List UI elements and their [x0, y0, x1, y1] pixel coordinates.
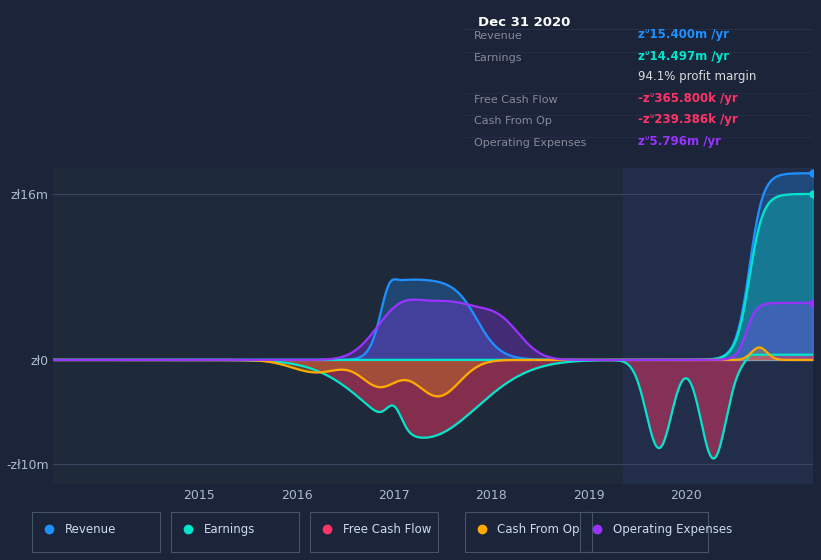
- Text: Operating Expenses: Operating Expenses: [475, 138, 587, 148]
- Text: zᐡ14.497m /yr: zᐡ14.497m /yr: [639, 50, 729, 63]
- Text: Cash From Op: Cash From Op: [475, 116, 553, 127]
- Text: -zᐡ239.386k /yr: -zᐡ239.386k /yr: [639, 114, 738, 127]
- Text: Operating Expenses: Operating Expenses: [612, 522, 732, 536]
- Text: Free Cash Flow: Free Cash Flow: [342, 522, 431, 536]
- Text: -zᐡ365.800k /yr: -zᐡ365.800k /yr: [639, 92, 738, 105]
- Text: Cash From Op: Cash From Op: [497, 522, 580, 536]
- Text: Earnings: Earnings: [475, 53, 523, 63]
- Bar: [623, 168, 813, 484]
- Text: Free Cash Flow: Free Cash Flow: [475, 95, 558, 105]
- Text: zᐡ15.400m /yr: zᐡ15.400m /yr: [639, 28, 729, 41]
- Text: Revenue: Revenue: [475, 31, 523, 41]
- Text: 94.1% profit margin: 94.1% profit margin: [639, 71, 757, 83]
- Text: zᐡ5.796m /yr: zᐡ5.796m /yr: [639, 135, 722, 148]
- Text: Earnings: Earnings: [204, 522, 255, 536]
- Text: Revenue: Revenue: [65, 522, 116, 536]
- Text: Dec 31 2020: Dec 31 2020: [478, 16, 571, 29]
